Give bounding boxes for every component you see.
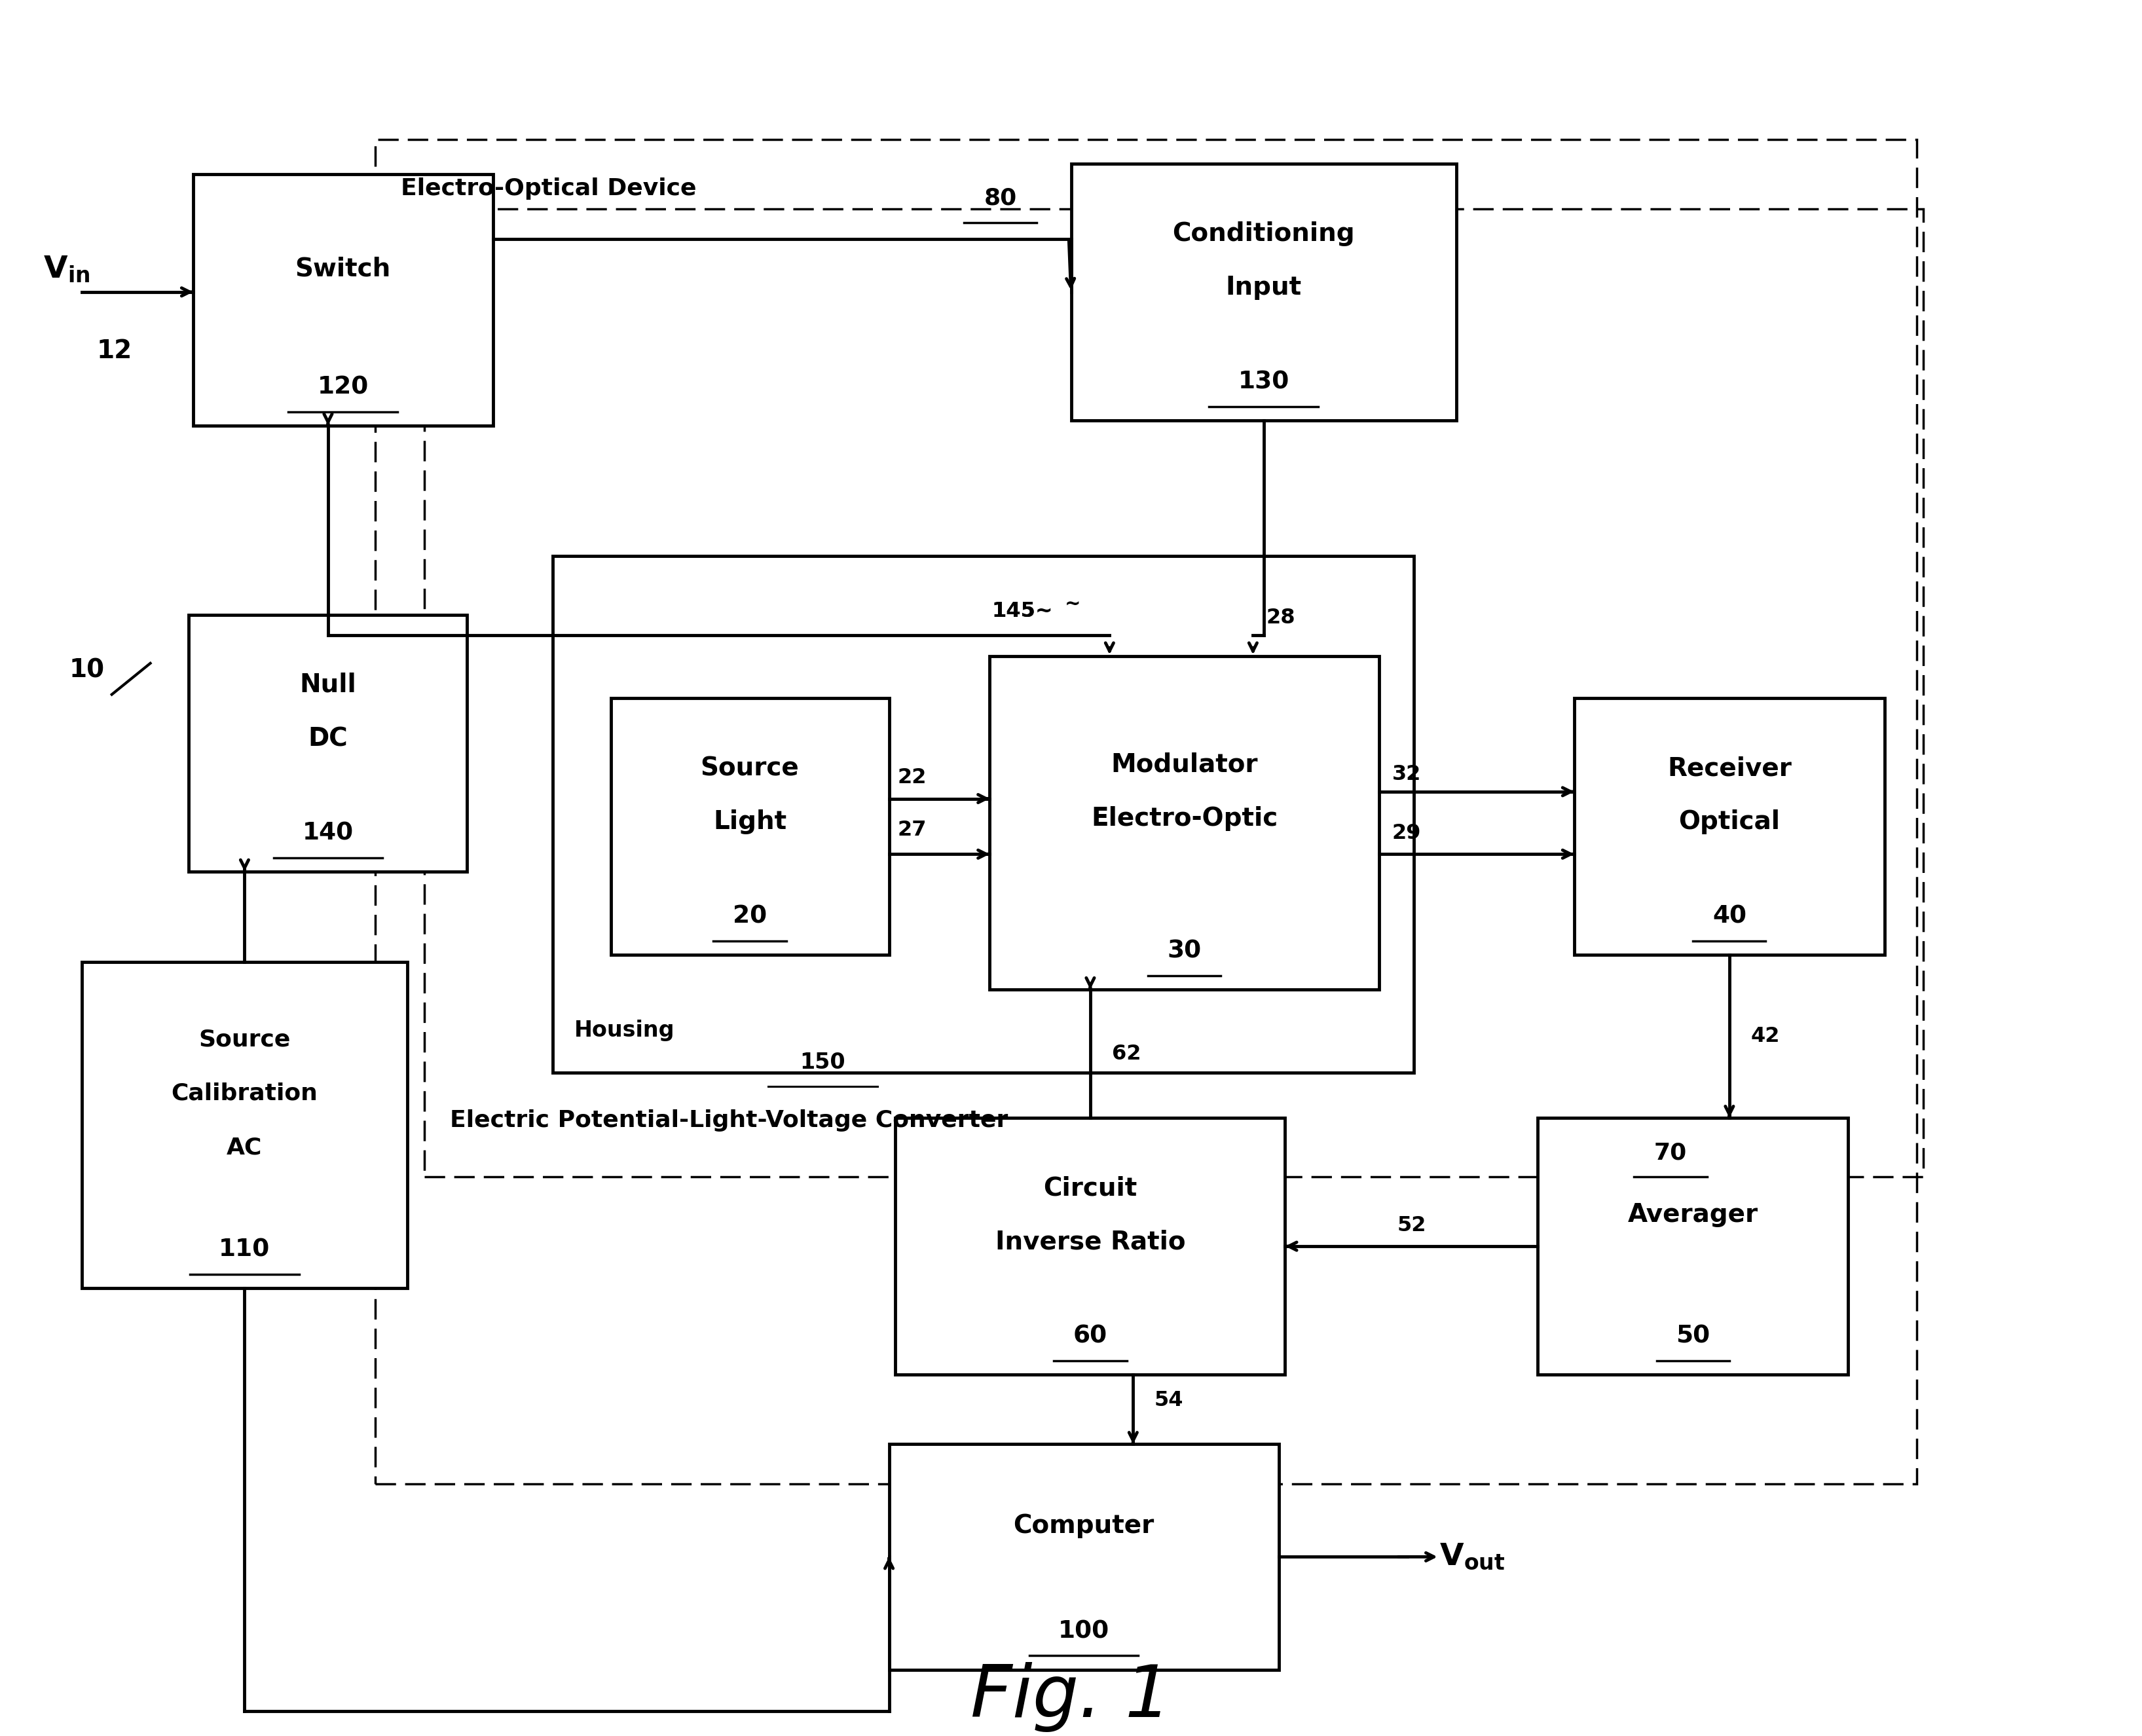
Text: 145~: 145~ (992, 601, 1054, 621)
Text: Computer: Computer (1013, 1514, 1155, 1538)
Text: ~: ~ (1065, 595, 1080, 613)
Text: 70: 70 (1654, 1142, 1688, 1163)
Bar (610, 698, 889, 955)
Text: 145: 145 (992, 601, 1035, 621)
Bar (1071, 163, 1457, 420)
Text: 22: 22 (897, 767, 927, 788)
Text: Circuit: Circuit (1043, 1175, 1137, 1201)
Text: Receiver: Receiver (1666, 755, 1791, 781)
Text: Switch: Switch (296, 257, 390, 281)
Text: Null: Null (300, 672, 356, 698)
Text: 52: 52 (1397, 1215, 1427, 1236)
Text: 120: 120 (317, 375, 368, 399)
Text: 42: 42 (1750, 1026, 1780, 1047)
Text: $\mathbf{V_{in}}$: $\mathbf{V_{in}}$ (43, 255, 90, 285)
Text: 60: 60 (1073, 1325, 1107, 1349)
Text: Light: Light (713, 809, 786, 835)
Text: Source: Source (199, 1029, 291, 1050)
Text: 27: 27 (897, 819, 927, 840)
Text: 62: 62 (1112, 1043, 1142, 1064)
Bar (990, 656, 1379, 990)
Bar (1574, 698, 1885, 955)
Text: Fig. 1: Fig. 1 (970, 1661, 1172, 1733)
Text: AC: AC (227, 1137, 261, 1158)
Text: 130: 130 (1238, 370, 1289, 394)
Text: 29: 29 (1392, 823, 1422, 844)
Text: 100: 100 (1058, 1620, 1110, 1644)
Bar (81, 962, 407, 1288)
Text: Calibration: Calibration (171, 1083, 317, 1104)
Text: Inverse Ratio: Inverse Ratio (996, 1229, 1185, 1255)
Text: 10: 10 (69, 658, 105, 682)
Text: Modulator: Modulator (1112, 752, 1257, 778)
Text: 30: 30 (1167, 939, 1202, 963)
Text: 32: 32 (1392, 764, 1422, 785)
Text: $\mathbf{V_{out}}$: $\mathbf{V_{out}}$ (1439, 1542, 1506, 1571)
Text: 12: 12 (96, 339, 133, 363)
Bar (895, 1118, 1285, 1375)
Text: Conditioning: Conditioning (1172, 222, 1356, 247)
Text: 50: 50 (1675, 1325, 1709, 1349)
Bar (188, 615, 467, 871)
Text: 40: 40 (1711, 904, 1746, 929)
Bar (375, 139, 1917, 1484)
Text: 140: 140 (302, 821, 353, 845)
Text: Electro-Optical Device: Electro-Optical Device (401, 177, 696, 200)
Text: DC: DC (308, 726, 347, 752)
Bar (553, 556, 1414, 1073)
Text: 110: 110 (218, 1238, 270, 1262)
Text: Housing: Housing (574, 1019, 675, 1042)
Text: 20: 20 (733, 904, 767, 929)
Text: 54: 54 (1155, 1391, 1185, 1411)
Text: 28: 28 (1266, 608, 1296, 628)
Text: 80: 80 (983, 187, 1017, 210)
Bar (889, 1444, 1279, 1670)
Text: Input: Input (1225, 276, 1302, 300)
Text: Electric Potential-Light-Voltage Converter: Electric Potential-Light-Voltage Convert… (450, 1109, 1009, 1132)
Bar (1538, 1118, 1849, 1375)
Text: Optical: Optical (1679, 809, 1780, 835)
Text: Averager: Averager (1628, 1203, 1759, 1227)
Bar (193, 174, 493, 425)
Text: Source: Source (700, 755, 799, 781)
Bar (424, 208, 1924, 1177)
Text: Electro-Optic: Electro-Optic (1090, 806, 1279, 832)
Text: 150: 150 (799, 1052, 846, 1073)
